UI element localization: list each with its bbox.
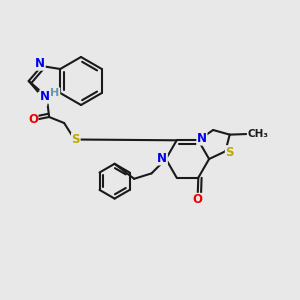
Text: O: O [28, 113, 38, 126]
Text: N: N [197, 132, 207, 145]
Text: S: S [38, 92, 47, 106]
Text: S: S [225, 146, 234, 159]
Text: N: N [40, 90, 50, 103]
Text: H: H [50, 88, 60, 98]
Text: CH₃: CH₃ [248, 129, 268, 139]
Text: N: N [157, 152, 167, 165]
Text: O: O [193, 194, 203, 206]
Text: N: N [35, 57, 45, 70]
Text: S: S [72, 133, 80, 146]
